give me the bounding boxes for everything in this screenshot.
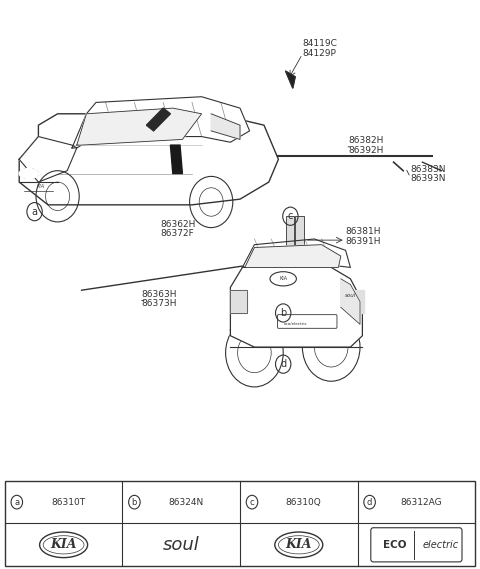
Text: soul: soul bbox=[345, 294, 356, 298]
Text: c: c bbox=[250, 498, 254, 506]
Text: d: d bbox=[367, 498, 372, 506]
Polygon shape bbox=[77, 108, 202, 145]
Text: d: d bbox=[280, 359, 286, 369]
Text: 86312AG: 86312AG bbox=[400, 498, 442, 506]
Polygon shape bbox=[170, 145, 182, 174]
Text: electric: electric bbox=[422, 540, 458, 550]
FancyBboxPatch shape bbox=[295, 216, 304, 259]
Text: eco/electric: eco/electric bbox=[283, 322, 307, 327]
Ellipse shape bbox=[19, 168, 38, 179]
Text: 84119C: 84119C bbox=[302, 39, 337, 48]
Polygon shape bbox=[341, 279, 360, 324]
Text: 86310Q: 86310Q bbox=[286, 498, 322, 506]
Text: KIA: KIA bbox=[37, 184, 45, 189]
Text: 86393N: 86393N bbox=[410, 174, 446, 183]
Text: 86310T: 86310T bbox=[51, 498, 85, 506]
Polygon shape bbox=[245, 245, 341, 267]
Text: 86362H: 86362H bbox=[161, 220, 196, 229]
Polygon shape bbox=[230, 259, 362, 347]
Text: soul: soul bbox=[163, 536, 200, 554]
Text: 86381H: 86381H bbox=[346, 227, 381, 236]
Text: b: b bbox=[132, 498, 137, 506]
Text: 84129P: 84129P bbox=[302, 49, 336, 58]
Text: a: a bbox=[32, 207, 37, 217]
Text: 86382H: 86382H bbox=[348, 136, 384, 145]
Polygon shape bbox=[146, 108, 170, 131]
Text: 86372F: 86372F bbox=[161, 229, 194, 238]
Polygon shape bbox=[286, 71, 295, 88]
Text: KIA: KIA bbox=[50, 538, 77, 551]
Text: 86363H: 86363H bbox=[142, 290, 177, 299]
Polygon shape bbox=[19, 137, 77, 182]
FancyBboxPatch shape bbox=[286, 216, 294, 259]
Text: KIA: KIA bbox=[286, 538, 312, 551]
Polygon shape bbox=[211, 114, 240, 139]
Text: 86324N: 86324N bbox=[168, 498, 204, 506]
Text: KIA: KIA bbox=[279, 277, 287, 281]
Text: 86383N: 86383N bbox=[410, 164, 446, 174]
Text: ECO: ECO bbox=[383, 540, 407, 550]
Bar bbox=[230, 290, 247, 313]
Text: a: a bbox=[14, 498, 19, 506]
Text: 86392H: 86392H bbox=[348, 146, 384, 155]
Bar bbox=[230, 290, 247, 313]
Bar bbox=[347, 290, 364, 313]
Text: c: c bbox=[288, 211, 293, 221]
Text: 86391H: 86391H bbox=[346, 237, 381, 246]
Polygon shape bbox=[72, 97, 250, 148]
Text: b: b bbox=[280, 308, 287, 318]
Text: 86373H: 86373H bbox=[142, 299, 177, 308]
Polygon shape bbox=[242, 239, 350, 267]
